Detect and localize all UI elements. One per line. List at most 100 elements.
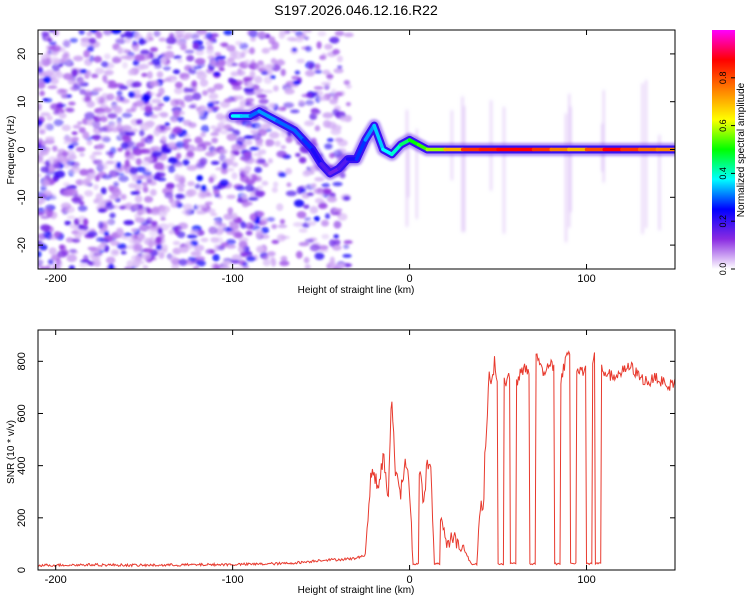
spectrogram-cell — [91, 73, 99, 79]
spectrogram-cell — [188, 104, 197, 109]
spectrogram-ridge-segment — [310, 147, 323, 166]
spectrogram-cell — [220, 100, 231, 108]
spectrogram-cell — [146, 217, 153, 224]
spectrogram-cell — [155, 172, 166, 178]
spectrogram-cell — [193, 204, 199, 210]
spectrogram-xtick-label: -200 — [45, 273, 67, 285]
spectrogram-cell — [318, 96, 327, 102]
spectrogram-cell — [134, 217, 146, 223]
spectrogram-cell — [256, 245, 265, 253]
spectrogram-cell — [322, 112, 334, 119]
spectrogram-streak — [602, 90, 606, 183]
spectrogram-cell — [85, 176, 92, 184]
spectrogram-cell — [257, 158, 266, 164]
spectrogram-cell — [304, 217, 312, 222]
spectrogram-cell — [87, 168, 95, 174]
spectrogram-cell — [138, 224, 150, 232]
spectrogram-cell — [249, 213, 257, 221]
spectrogram-cell — [173, 227, 180, 236]
spectrogram-cell — [298, 241, 310, 247]
spectrogram-cell — [216, 184, 222, 190]
spectrogram-cell — [178, 177, 186, 185]
spectrogram-cell — [245, 98, 255, 103]
spectrogram-cell — [41, 31, 50, 37]
spectrogram-cell — [140, 39, 148, 45]
spectrogram-cell — [268, 131, 280, 139]
spectrogram-cell — [303, 204, 310, 209]
spectrogram-cell — [176, 116, 185, 123]
spectrogram-cell — [79, 88, 86, 95]
spectrogram-cell — [160, 56, 167, 64]
spectrogram-cell — [291, 47, 298, 52]
spectrogram-cell — [47, 156, 58, 164]
spectrogram-cell — [132, 259, 141, 268]
spectrogram-cell — [271, 186, 278, 193]
spectrogram-cell — [93, 134, 101, 142]
spectrogram-cell — [219, 148, 229, 154]
spectrogram-cell — [142, 170, 152, 176]
spectrogram-cell — [333, 208, 343, 212]
spectrogram-cell — [120, 250, 127, 255]
spectrogram-cell — [52, 145, 58, 152]
spectrogram-cell — [326, 121, 337, 129]
spectrogram-cell — [160, 216, 166, 221]
spectrogram-cell — [38, 140, 46, 148]
spectrogram-cell — [298, 228, 308, 233]
spectrogram-cell — [140, 49, 150, 55]
spectrogram-cell — [127, 69, 134, 76]
spectrogram-cell — [183, 133, 191, 139]
chart-title: S197.2026.046.12.16.R22 — [274, 2, 438, 18]
spectrogram-cell — [213, 244, 219, 252]
spectrogram-cell — [209, 249, 216, 254]
spectrogram-cell — [65, 237, 74, 243]
spectrogram-cell — [312, 91, 319, 96]
spectrogram-cell — [39, 130, 45, 135]
spectrogram-cell — [307, 221, 317, 226]
spectrogram-cell — [308, 62, 314, 70]
spectrogram-cell — [48, 247, 57, 255]
spectrogram-cell — [82, 131, 90, 140]
spectrogram-cell — [131, 254, 141, 262]
spectrogram-cell — [43, 76, 52, 84]
spectrogram-cell — [155, 236, 162, 244]
snr-xtick-label: -200 — [45, 574, 67, 586]
spectrogram-cell — [165, 36, 177, 45]
spectrogram-cell — [309, 244, 321, 252]
spectrogram-cell — [260, 217, 269, 225]
spectrogram-cell — [329, 239, 336, 247]
spectrogram-ridge-segment — [390, 142, 403, 157]
spectrogram-cell — [105, 160, 115, 165]
spectrogram-cell — [274, 140, 281, 147]
spectrogram-cell — [303, 36, 310, 41]
spectrogram-cell — [102, 74, 108, 83]
spectrogram-cell — [265, 139, 271, 147]
spectrogram-cell — [265, 63, 275, 69]
spectrogram-cell — [112, 57, 122, 64]
spectrogram-cell — [243, 59, 251, 66]
spectrogram-cell — [321, 219, 329, 227]
spectrogram-cell — [83, 91, 93, 98]
spectrogram-cell — [217, 224, 227, 233]
spectrogram-cell — [54, 231, 61, 237]
spectrogram-ridge-segment — [319, 162, 332, 176]
snr-ytick-label: 400 — [16, 456, 28, 474]
spectrogram-cell — [93, 259, 102, 268]
spectrogram-cell — [147, 227, 157, 232]
spectrogram-cell — [124, 150, 131, 157]
spectrogram-cell — [321, 52, 327, 61]
spectrogram-cell — [117, 147, 123, 152]
spectrogram-cell — [226, 57, 234, 63]
spectrogram-cell — [314, 69, 323, 74]
spectrogram-cell — [98, 221, 104, 230]
spectrogram-cell — [106, 219, 115, 225]
spectrogram-cell — [132, 47, 140, 52]
spectrogram-cell — [72, 124, 81, 129]
spectrogram-cell — [304, 69, 316, 77]
spectrogram-cell — [314, 197, 324, 204]
spectrogram-cell — [319, 190, 325, 197]
spectrogram-cell — [290, 109, 300, 114]
spectrogram-cell — [229, 53, 237, 60]
spectrogram-streak — [462, 106, 466, 232]
spectrogram-cell — [144, 156, 153, 161]
spectrogram-cell — [330, 128, 342, 136]
